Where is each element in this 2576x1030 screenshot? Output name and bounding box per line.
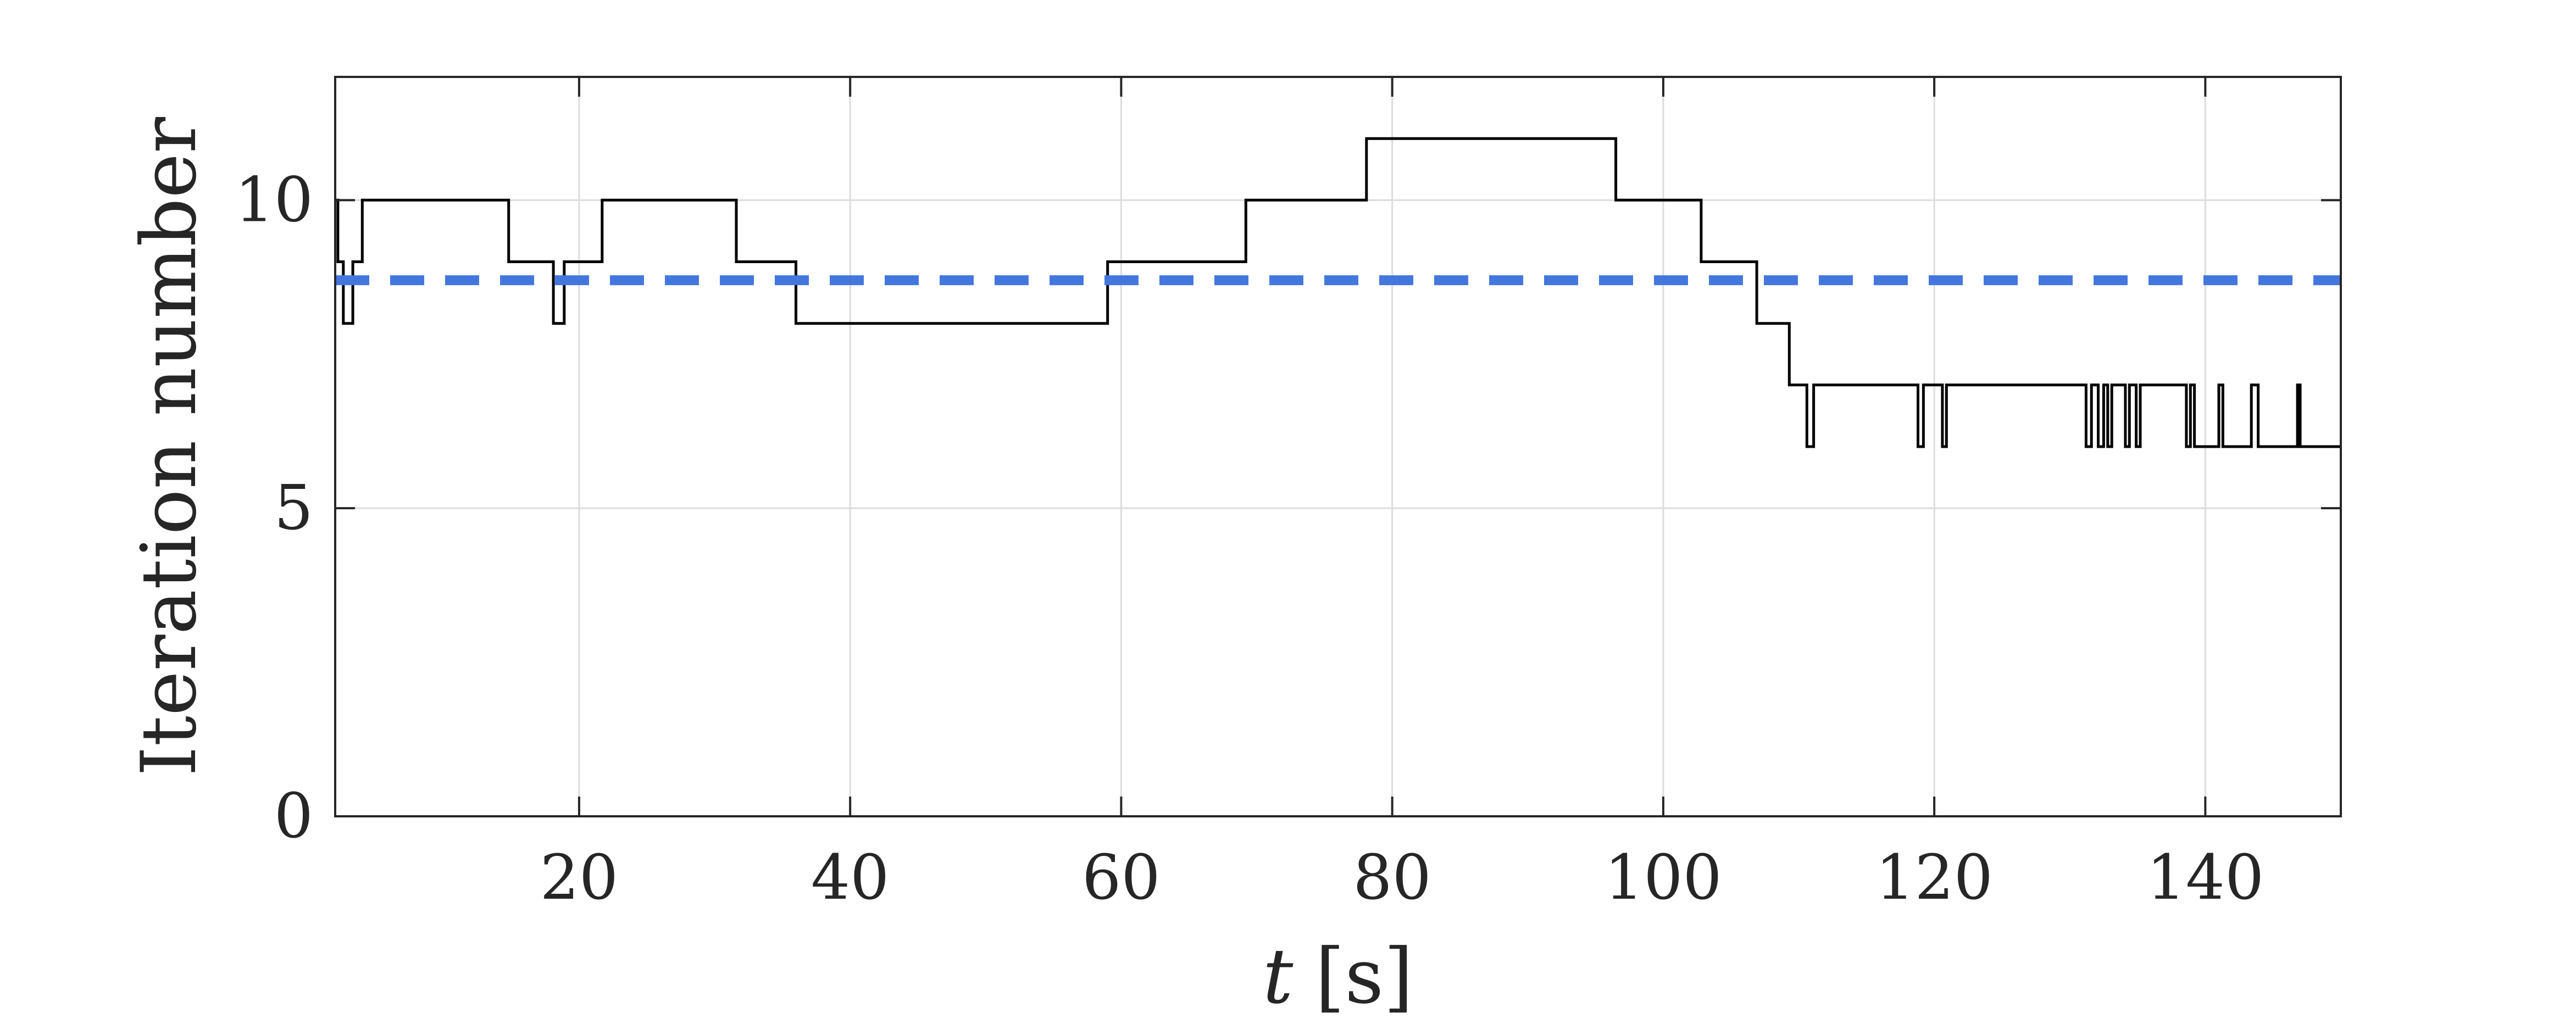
- x-tick-label: 100: [1605, 842, 1722, 914]
- x-tick-labels: 20 40 60 80 100 120 140: [540, 842, 2264, 914]
- y-tick-label: 5: [274, 472, 313, 544]
- x-axis-label: t [s]: [1263, 932, 1413, 1021]
- y-tick-labels: 0 5 10: [235, 164, 313, 852]
- tick-marks: [335, 77, 2341, 817]
- x-tick-label: 60: [1082, 842, 1161, 914]
- x-axis-variable: t: [1263, 932, 1293, 1021]
- x-tick-label: 40: [811, 842, 890, 914]
- x-axis-unit: [s]: [1315, 932, 1413, 1021]
- series-line-iterations: [335, 137, 2341, 448]
- y-tick-label: 0: [274, 781, 313, 852]
- y-axis-label: Iteration number: [125, 117, 213, 776]
- x-tick-label: 20: [540, 842, 619, 914]
- x-tick-label: 120: [1875, 842, 1993, 914]
- x-tick-label: 80: [1353, 842, 1431, 914]
- x-tick-label: 140: [2146, 842, 2264, 914]
- y-tick-label: 10: [235, 164, 313, 236]
- series-layer: [335, 137, 2341, 448]
- plot-frame: [334, 76, 2342, 817]
- plot-background: [335, 77, 2341, 816]
